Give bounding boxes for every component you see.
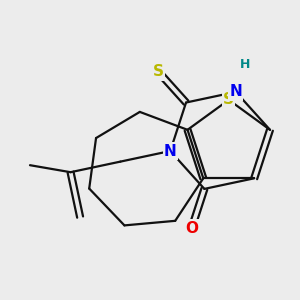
Text: S: S <box>223 92 234 107</box>
Text: N: N <box>230 84 242 99</box>
Text: O: O <box>185 220 198 236</box>
Text: N: N <box>164 143 177 158</box>
Text: H: H <box>240 58 250 71</box>
Text: S: S <box>153 64 164 80</box>
